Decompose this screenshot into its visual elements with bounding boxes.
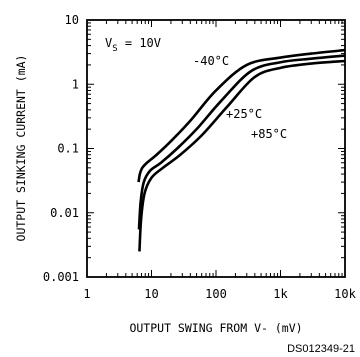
series-line-plus85 — [138, 59, 346, 252]
y-tick-label: 0.1 — [57, 142, 79, 156]
y-tick-labels: 0.001 0.01 0.1 1 10 — [43, 13, 79, 284]
y-tick-label: 0.001 — [43, 270, 79, 284]
x-tick-label: 1k — [273, 287, 288, 301]
x-tick-label: 10 — [144, 287, 158, 301]
y-tick-label: 1 — [72, 77, 79, 91]
y-tick-label: 0.01 — [50, 206, 79, 220]
y-axis-title: OUTPUT SINKING CURRENT (mA) — [14, 55, 28, 242]
x-tick-labels: 1 10 100 1k 10k — [83, 287, 356, 301]
y-tick-label: 10 — [65, 13, 79, 27]
series-line-minus40 — [137, 48, 346, 183]
figure-id: DS012349-21 — [287, 343, 355, 355]
series-group — [137, 48, 346, 252]
annotation-plus85: +85°C — [251, 127, 287, 141]
x-tick-label: 100 — [205, 287, 227, 301]
annotation-minus40: -40°C — [193, 54, 229, 68]
series-line-plus25 — [137, 54, 346, 230]
condition-label: VS = 10V — [105, 36, 161, 54]
annotation-plus25: +25°C — [226, 107, 262, 121]
axis-ticks — [86, 19, 346, 278]
x-tick-label: 1 — [83, 287, 90, 301]
x-axis-title: OUTPUT SWING FROM V- (mV) — [129, 321, 302, 335]
x-tick-label: 10k — [334, 287, 356, 301]
